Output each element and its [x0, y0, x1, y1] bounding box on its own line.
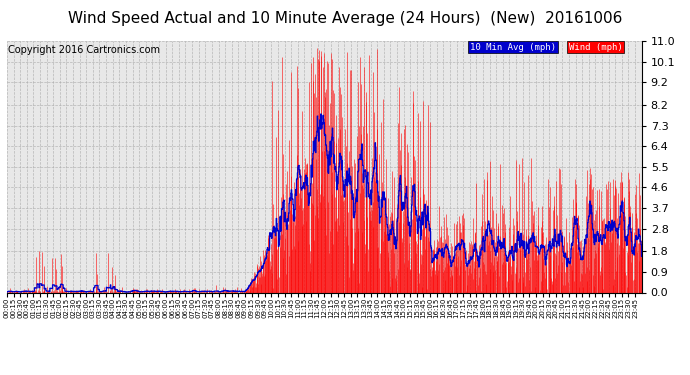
- Text: Wind Speed Actual and 10 Minute Average (24 Hours)  (New)  20161006: Wind Speed Actual and 10 Minute Average …: [68, 11, 622, 26]
- Text: Wind (mph): Wind (mph): [569, 42, 622, 51]
- Text: 10 Min Avg (mph): 10 Min Avg (mph): [471, 42, 556, 51]
- Text: Copyright 2016 Cartronics.com: Copyright 2016 Cartronics.com: [8, 45, 159, 55]
